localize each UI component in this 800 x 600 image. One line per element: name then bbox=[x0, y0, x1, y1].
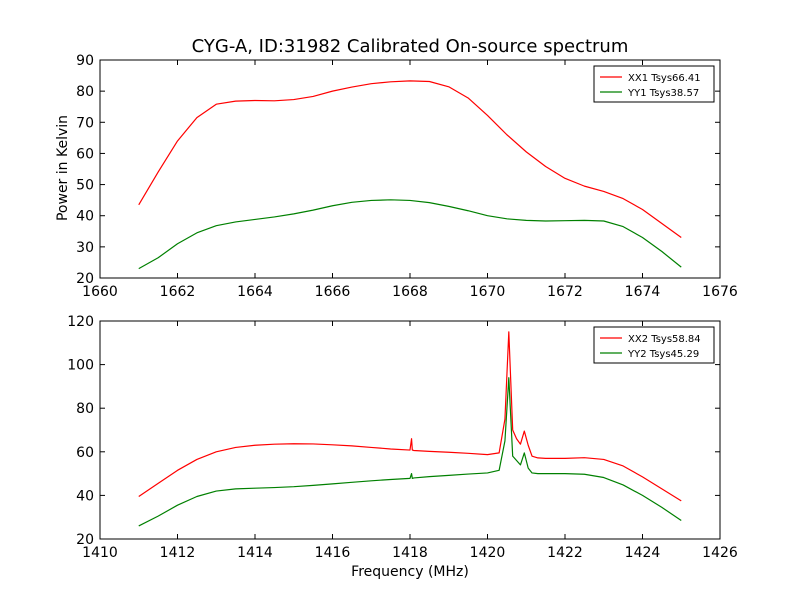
x-tick-label: 1416 bbox=[315, 545, 351, 561]
legend-label: XX2 Tsys58.84 bbox=[628, 334, 701, 345]
y-tick-label: 120 bbox=[67, 314, 94, 330]
x-tick-label: 1668 bbox=[392, 284, 428, 300]
figure-title: CYG-A, ID:31982 Calibrated On-source spe… bbox=[192, 36, 629, 57]
y-tick-label: 40 bbox=[76, 488, 94, 504]
x-tick-label: 1414 bbox=[237, 545, 273, 561]
x-tick-label: 1672 bbox=[547, 284, 583, 300]
legend-label: YY2 Tsys45.29 bbox=[627, 349, 699, 360]
y-tick-label: 30 bbox=[76, 240, 94, 256]
legend-label: XX1 Tsys66.41 bbox=[628, 73, 701, 84]
x-tick-label: 1664 bbox=[237, 284, 273, 300]
x-tick-label: 1676 bbox=[702, 284, 738, 300]
y-tick-label: 40 bbox=[76, 209, 94, 225]
y-tick-label: 80 bbox=[76, 84, 94, 100]
x-tick-label: 1424 bbox=[625, 545, 661, 561]
x-tick-label: 1666 bbox=[315, 284, 351, 300]
x-tick-label: 1670 bbox=[470, 284, 506, 300]
y-tick-label: 100 bbox=[67, 358, 94, 374]
x-tick-label: 1422 bbox=[547, 545, 583, 561]
y-tick-label: 80 bbox=[76, 401, 94, 417]
x-tick-label: 1426 bbox=[702, 545, 738, 561]
x-tick-label: 1418 bbox=[392, 545, 428, 561]
plot-bottom: 1410 1412 1414 1416 1418 1420 1422 1424 1426 20 40… bbox=[67, 314, 738, 561]
plot-top: 1660 1662 1664 1666 1668 1670 1672 1674 1676 20 30… bbox=[76, 53, 738, 300]
x-tick-label: 1412 bbox=[160, 545, 196, 561]
legend bbox=[593, 326, 715, 364]
series-line-1 bbox=[138, 80, 682, 238]
y-tick-label: 70 bbox=[76, 115, 94, 131]
x-axis-label: Frequency (MHz) bbox=[351, 564, 469, 580]
y-tick-label: 50 bbox=[76, 178, 94, 194]
series-line-2 bbox=[138, 199, 682, 270]
x-tick-label: 1660 bbox=[82, 284, 118, 300]
legend-label: YY1 Tsys38.57 bbox=[627, 88, 699, 99]
y-tick-label: 20 bbox=[76, 532, 94, 548]
x-tick-label: 1674 bbox=[625, 284, 661, 300]
y-tick-label: 20 bbox=[76, 271, 94, 287]
x-tick-label: 1410 bbox=[82, 545, 118, 561]
series-line-2 bbox=[138, 377, 682, 527]
y-tick-label: 60 bbox=[76, 445, 94, 461]
legend bbox=[593, 65, 715, 103]
x-tick-label: 1662 bbox=[160, 284, 196, 300]
y-tick-label: 90 bbox=[76, 53, 94, 69]
y-tick-label: 60 bbox=[76, 146, 94, 162]
series-line-1 bbox=[138, 331, 682, 502]
y-axis-label: Power in Kelvin bbox=[55, 115, 71, 221]
x-tick-label: 1420 bbox=[470, 545, 506, 561]
